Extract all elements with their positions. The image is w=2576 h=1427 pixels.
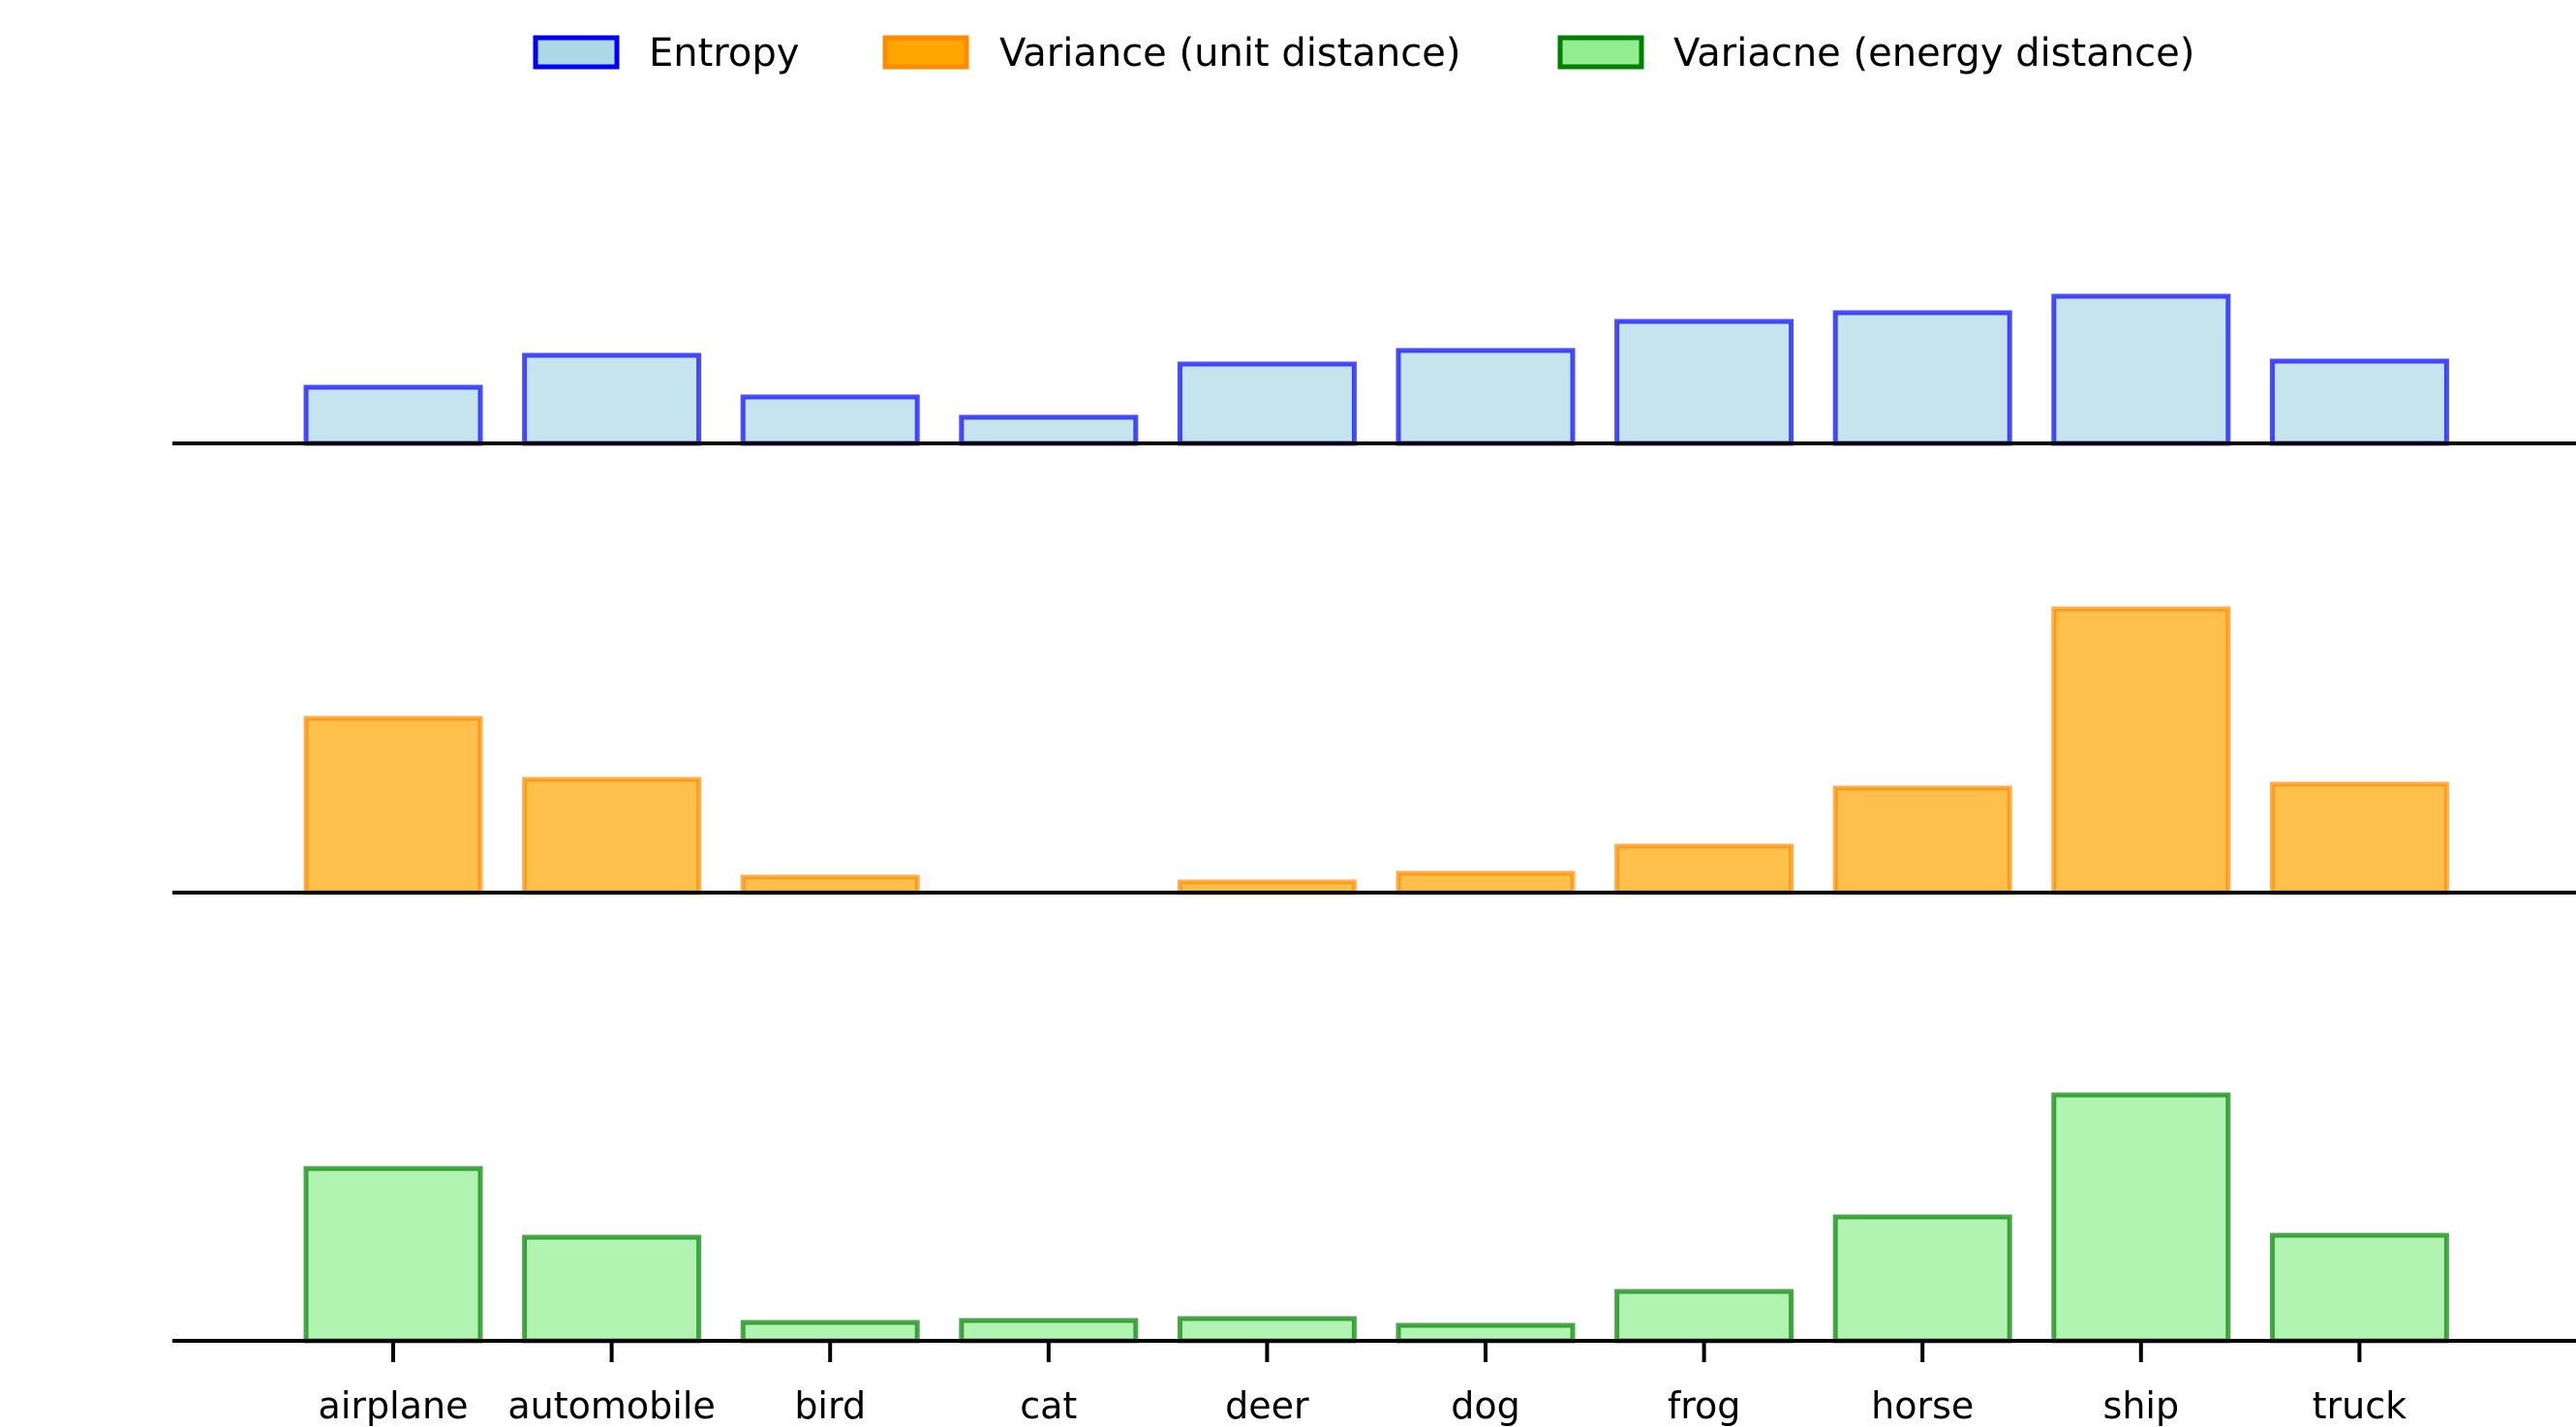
bar-automobile-series-2 [522,776,702,896]
bar-ship-series-3 [2051,1092,2231,1344]
bar-truck-series-1 [2269,358,2449,446]
legend-label-1: Entropy [649,31,799,76]
bar-truck-series-3 [2269,1232,2449,1344]
bar-horse-series-1 [1832,310,2012,446]
bar-automobile-series-1 [522,352,702,446]
bar-frog-series-1 [1614,319,1794,446]
x-axis: airplane automobile bird cat deer dog frog hors… [319,1341,2407,1427]
bar-truck-series-2 [2269,781,2449,896]
bar-dog-series-1 [1395,348,1576,446]
bar-frog-series-2 [1614,843,1794,896]
bar-airplane-series-2 [303,715,483,896]
bar-bird-series-2 [740,874,920,896]
bar-bird-series-3 [740,1320,920,1344]
legend-swatch-2 [882,35,969,70]
x-tick-label-ship: ship [2103,1384,2180,1427]
x-tick-label-truck: truck [2313,1384,2407,1427]
bar-cat-series-1 [959,414,1139,446]
legend-label-3: Variacne (energy distance) [1673,31,2194,76]
panel-1 [172,293,2576,446]
bar-frog-series-3 [1614,1289,1794,1344]
legend-swatch-1 [533,35,620,70]
x-tick-label-airplane: airplane [319,1384,469,1427]
bar-deer-series-3 [1177,1316,1357,1344]
legend-swatch-3 [1557,35,1644,70]
bar-dog-series-2 [1395,870,1576,896]
legend: Entropy Variance (unit distance) Variacne … [533,31,2194,76]
x-tick-label-dog: dog [1451,1384,1520,1427]
bar-dog-series-3 [1395,1322,1576,1344]
bar-airplane-series-3 [303,1166,483,1344]
legend-item-1: Entropy [533,31,799,76]
legend-item-2: Variance (unit distance) [882,31,1460,76]
bar-bird-series-1 [740,394,920,446]
bar-ship-series-2 [2051,606,2231,896]
bar-cat-series-3 [959,1318,1139,1344]
x-tick-label-horse: horse [1871,1384,1974,1427]
legend-item-3: Variacne (energy distance) [1557,31,2194,76]
legend-label-2: Variance (unit distance) [999,31,1460,76]
x-tick-label-cat: cat [1020,1384,1077,1427]
bar-deer-series-1 [1177,361,1357,446]
bar-airplane-series-1 [303,384,483,446]
x-tick-label-deer: deer [1225,1384,1309,1427]
x-tick-label-frog: frog [1668,1384,1741,1427]
x-tick-label-bird: bird [794,1384,866,1427]
chart-panels [172,293,2576,1344]
bar-horse-series-3 [1832,1214,2012,1344]
x-tick-label-automobile: automobile [507,1384,715,1427]
bar-automobile-series-3 [522,1234,702,1344]
bar-ship-series-1 [2051,293,2231,446]
bar-horse-series-2 [1832,785,2012,896]
panel-2 [172,606,2576,896]
panel-3 [172,1092,2576,1344]
